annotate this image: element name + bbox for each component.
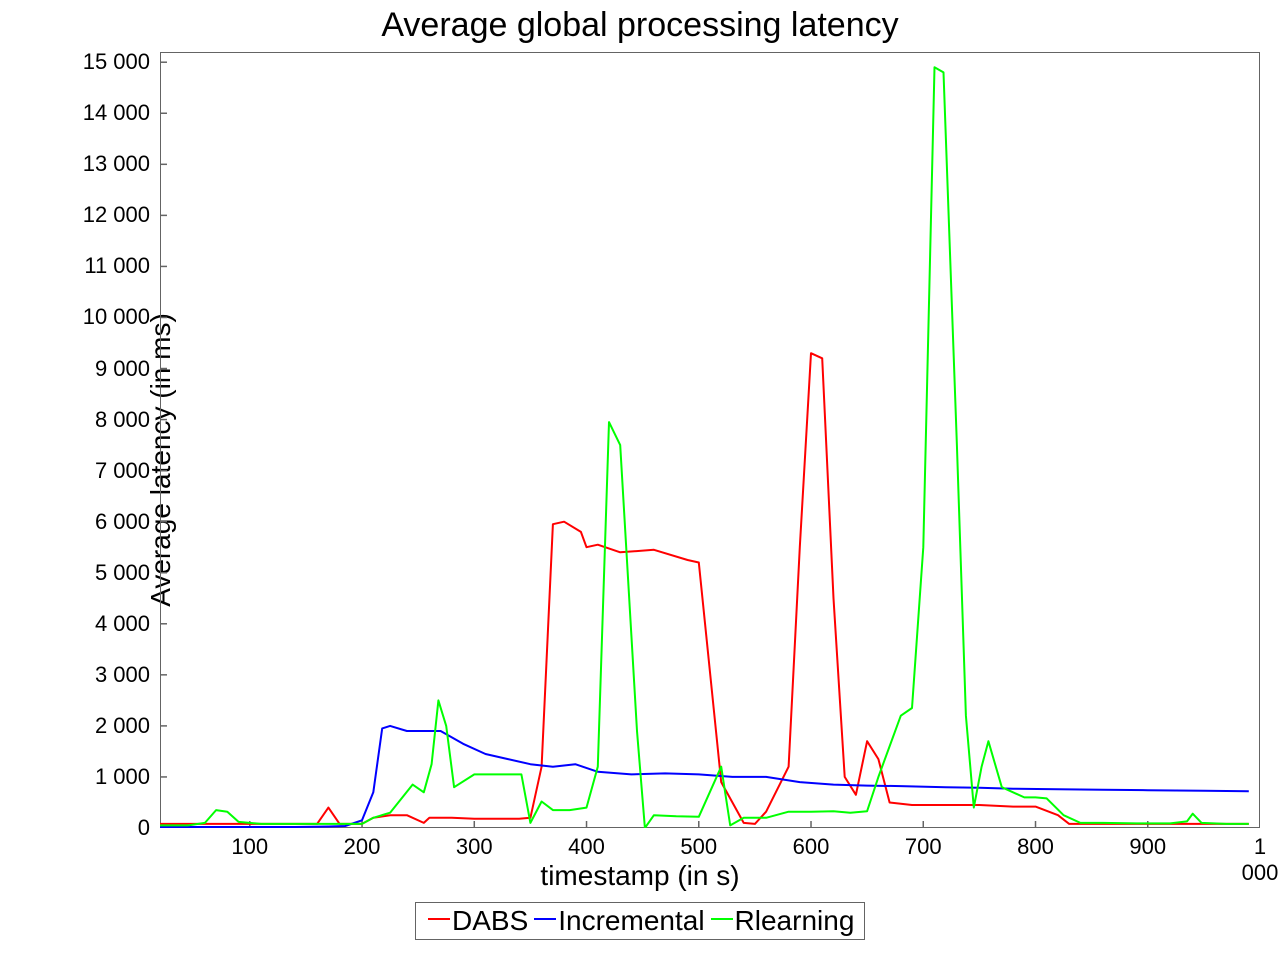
chart-lines — [160, 52, 1260, 828]
y-tick-label: 3 000 — [0, 662, 150, 688]
chart-title: Average global processing latency — [0, 6, 1280, 45]
x-tick-label: 200 — [344, 834, 381, 860]
y-tick-label: 11 000 — [0, 253, 150, 279]
y-tick-label: 13 000 — [0, 151, 150, 177]
x-tick-label: 900 — [1129, 834, 1166, 860]
legend-swatch — [711, 918, 733, 920]
x-tick-label: 800 — [1017, 834, 1054, 860]
y-tick-label: 9 000 — [0, 356, 150, 382]
x-tick-label: 500 — [680, 834, 717, 860]
y-tick-label: 10 000 — [0, 304, 150, 330]
x-tick-label: 700 — [905, 834, 942, 860]
legend: DABS Incremental Rlearning — [415, 902, 865, 940]
x-tick-label: 400 — [568, 834, 605, 860]
legend-label: DABS — [452, 905, 528, 937]
y-tick-label: 1 000 — [0, 764, 150, 790]
chart-container: Average global processing latency Averag… — [0, 0, 1280, 960]
x-axis-label: timestamp (in s) — [0, 860, 1280, 892]
x-tick-label: 300 — [456, 834, 493, 860]
series-dabs — [160, 353, 1249, 824]
legend-swatch — [534, 918, 556, 920]
y-tick-label: 15 000 — [0, 49, 150, 75]
y-tick-label: 12 000 — [0, 202, 150, 228]
y-tick-label: 0 — [0, 815, 150, 841]
y-tick-label: 4 000 — [0, 611, 150, 637]
series-rlearning — [160, 67, 1249, 828]
y-tick-label: 6 000 — [0, 509, 150, 535]
y-tick-label: 8 000 — [0, 407, 150, 433]
series-incremental — [160, 726, 1249, 827]
legend-label: Rlearning — [735, 905, 855, 937]
x-tick-label: 100 — [231, 834, 268, 860]
legend-label: Incremental — [558, 905, 704, 937]
x-tick-label: 600 — [793, 834, 830, 860]
y-tick-label: 2 000 — [0, 713, 150, 739]
y-tick-label: 14 000 — [0, 100, 150, 126]
y-tick-label: 7 000 — [0, 458, 150, 484]
y-tick-label: 5 000 — [0, 560, 150, 586]
legend-swatch — [428, 918, 450, 920]
